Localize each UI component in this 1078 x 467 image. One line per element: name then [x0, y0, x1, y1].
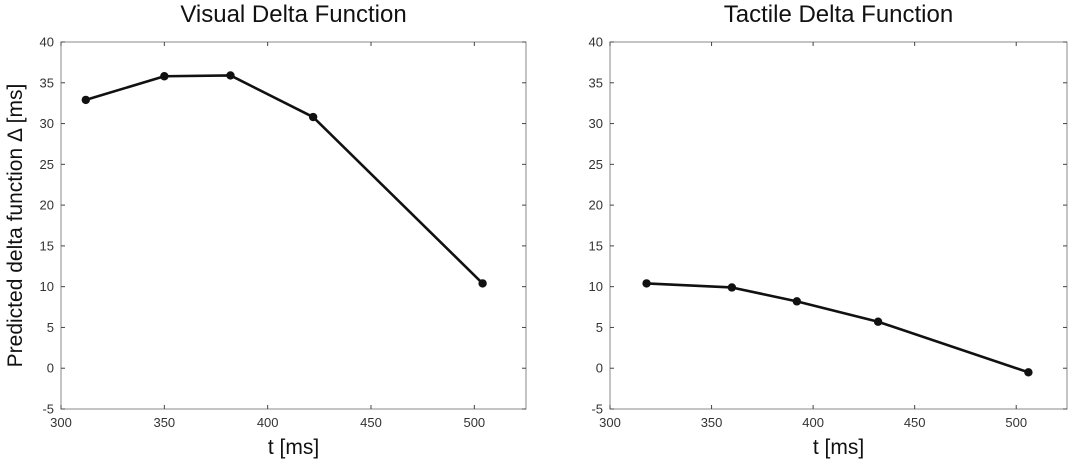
tactile-x-tick-label: 500	[1005, 415, 1027, 430]
tactile-data-point	[642, 279, 651, 288]
visual-y-tick-label: 40	[40, 35, 54, 50]
visual-y-tick-label: 10	[40, 279, 54, 294]
visual-x-tick-label: 450	[360, 415, 382, 430]
visual-y-tick-label: 25	[40, 157, 54, 172]
visual-x-tick-label: 300	[50, 415, 72, 430]
visual-y-tick-label: -5	[42, 402, 54, 417]
tactile-x-tick-label: 400	[802, 415, 824, 430]
visual-y-tick-label: 35	[40, 75, 54, 90]
tactile-x-tick-label: 450	[904, 415, 926, 430]
tactile-y-tick-label: 40	[589, 35, 603, 50]
visual-x-tick-label: 350	[153, 415, 175, 430]
visual-data-point	[81, 95, 91, 105]
visual-data-point	[308, 112, 318, 122]
tactile-data-point	[727, 283, 737, 292]
visual-chart-title: Visual Delta Function	[180, 1, 406, 28]
visual-y-tick-label: 0	[47, 361, 54, 376]
visual-x-axis-label: t [ms]	[268, 436, 319, 459]
visual-y-tick-label: 20	[40, 198, 54, 213]
tactile-data-point	[873, 317, 883, 326]
visual-data-point	[478, 279, 487, 288]
visual-x-tick-label: 500	[463, 415, 485, 430]
visual-plot-frame	[60, 41, 527, 410]
visual-x-tick-label: 400	[257, 415, 279, 430]
tactile-y-tick-label: 25	[589, 157, 603, 172]
visual-series-line	[85, 74, 484, 285]
tactile-y-tick-label: 5	[596, 320, 603, 335]
visual-data-point	[226, 71, 235, 80]
visual-y-tick-label: 30	[40, 116, 54, 131]
visual-delta-panel: Visual Delta Function -5 0 5 10 15 20 25 30 35 40 3…	[4, 1, 527, 459]
tactile-x-tick-label: 300	[599, 415, 621, 430]
tactile-data-point	[1024, 368, 1033, 377]
tactile-y-tick-label: 35	[589, 75, 603, 90]
visual-y-tick-label: 5	[47, 320, 54, 335]
tactile-y-tick-label: 0	[596, 361, 603, 376]
tactile-y-tick-label: 30	[589, 116, 603, 131]
tactile-y-tick-label: 20	[589, 198, 603, 213]
tactile-plot-frame	[609, 41, 1068, 410]
tactile-chart-title: Tactile Delta Function	[724, 1, 953, 28]
tactile-y-tick-label: -5	[591, 402, 603, 417]
tactile-x-axis-label: t [ms]	[813, 436, 864, 459]
visual-y-tick-label: 15	[40, 238, 54, 253]
tactile-y-tick-label: 10	[589, 279, 603, 294]
tactile-x-tick-label: 350	[701, 415, 723, 430]
visual-data-point	[160, 72, 169, 81]
tactile-y-tick-label: 15	[589, 238, 603, 253]
tactile-data-point	[792, 297, 802, 306]
tactile-series-line	[646, 282, 1029, 374]
visual-y-axis-label: Predicted delta function Δ [ms]	[4, 84, 27, 368]
tactile-delta-panel: Tactile Delta Function -5 0 5 10 15 20 25 30 35 40…	[589, 1, 1068, 459]
